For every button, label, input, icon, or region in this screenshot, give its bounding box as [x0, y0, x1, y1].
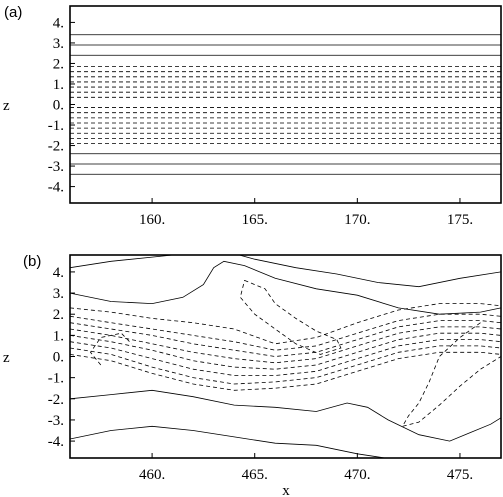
panel-b-frame	[69, 254, 502, 459]
ytick-label: 2.	[53, 56, 64, 72]
panel-b-xlabel: x	[282, 483, 290, 497]
ytick-label: -4.	[48, 434, 64, 450]
ytick-label: 1.	[53, 77, 64, 93]
panel-a-xticks: 160. 165. 170. 175.	[139, 198, 473, 228]
ytick-label: -3.	[48, 159, 64, 175]
ytick-label: 4.	[53, 265, 64, 281]
xtick-label: 475.	[447, 467, 473, 483]
panel-b-xticks: 460. 465. 470. 475.	[139, 453, 473, 483]
ytick-label: 0.	[53, 98, 64, 114]
dashed-contour-7	[70, 351, 501, 391]
xtick-label: 470.	[344, 467, 370, 483]
xtick-label: 160.	[139, 212, 165, 228]
ytick-label: 2.	[53, 307, 64, 323]
dashed-contour-4	[70, 332, 501, 370]
dashed-contour-5	[70, 339, 501, 376]
panel-a-frame	[69, 5, 502, 204]
xtick-label: 465.	[242, 467, 268, 483]
ytick-label: -1.	[48, 118, 64, 134]
ytick-label: -3.	[48, 413, 64, 429]
solid-contour-1	[70, 260, 501, 315]
solid-contour-3	[70, 425, 388, 458]
ytick-label: 4.	[53, 15, 64, 31]
xtick-label: 175.	[447, 212, 473, 228]
solid-contour-2	[70, 389, 501, 442]
xtick-label: 460.	[139, 467, 165, 483]
ytick-label: -2.	[48, 392, 64, 408]
xtick-label: 170.	[344, 212, 370, 228]
dashed-contour-6	[70, 345, 501, 385]
panel-b: (b) z x 4.3.2.1.0.-1.-2.-3.-4. 460. 465. 4…	[3, 253, 502, 497]
panel-b-contours	[70, 255, 501, 458]
panel-b-yticks: 4. 3. 2. 1. 0. -1. -2. -3. -4.	[48, 265, 75, 450]
dashed-contour-9	[239, 280, 342, 355]
ytick-label: 1.	[53, 328, 64, 344]
panel-b-label: (b)	[23, 253, 41, 270]
dashed-contour-8	[89, 332, 132, 366]
ytick-label: 0.	[53, 350, 64, 366]
ytick-label: -4.	[48, 180, 64, 196]
panel-a-ylabel: z	[3, 98, 10, 114]
xtick-label: 165.	[242, 212, 268, 228]
ytick-label: 3.	[53, 286, 64, 302]
panel-a-yticks: 4. 3. 2. 1. 0. -1. -2. -3. -4.	[48, 15, 75, 196]
dashed-contour-1	[70, 313, 501, 351]
dashed-contour-10	[401, 322, 501, 427]
panel-b-ylabel: z	[3, 350, 10, 366]
panel-a-label: (a)	[4, 4, 22, 21]
ytick-label: 3.	[53, 36, 64, 52]
panel-a-contours	[70, 34, 501, 175]
dashed-contour-0	[70, 303, 501, 345]
solid-contour-0	[70, 255, 501, 288]
panel-a: (a) z 4. 3. 2. 1. 0. -1. -2. -3. -4. 160. 165. 170…	[3, 4, 502, 228]
ytick-label: -1.	[48, 371, 64, 387]
ytick-label: -2.	[48, 139, 64, 155]
